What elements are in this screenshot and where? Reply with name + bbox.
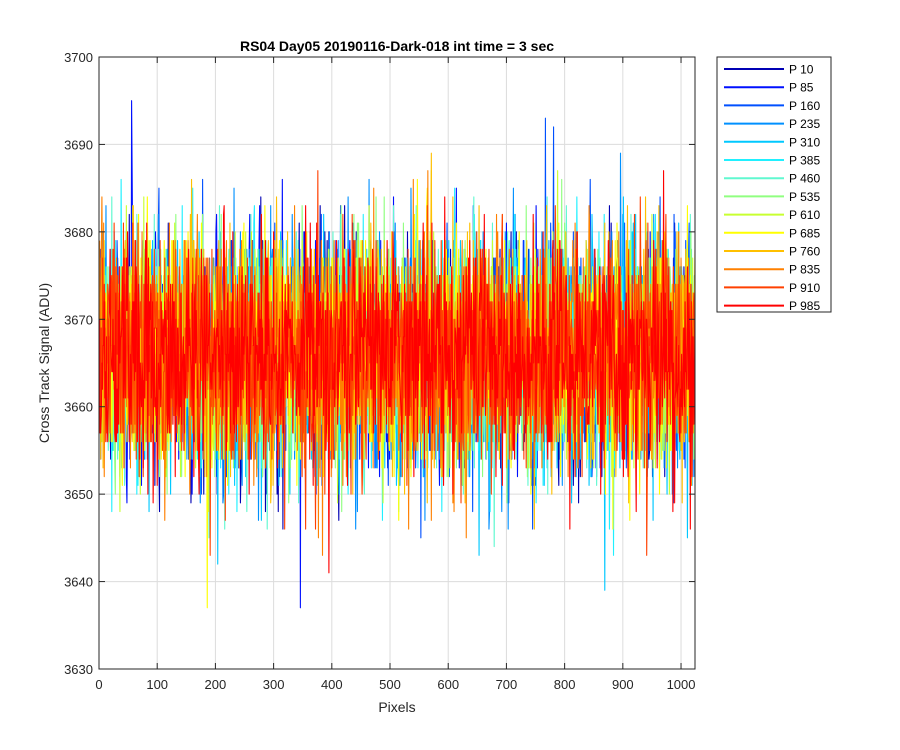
y-tick-label: 3700 — [64, 50, 93, 65]
y-tick-label: 3630 — [64, 662, 93, 677]
series-lines — [99, 100, 695, 609]
legend-label: P 760 — [789, 245, 820, 259]
y-tick-label: 3660 — [64, 400, 93, 415]
legend-label: P 985 — [789, 299, 820, 313]
x-tick-label: 200 — [205, 677, 227, 692]
x-axis-label: Pixels — [378, 699, 415, 715]
legend-label: P 310 — [789, 135, 820, 149]
x-tick-label: 400 — [321, 677, 343, 692]
x-tick-label: 100 — [146, 677, 168, 692]
y-tick-label: 3640 — [64, 575, 93, 590]
legend-label: P 910 — [789, 281, 820, 295]
legend-label: P 835 — [789, 263, 820, 277]
x-tick-label: 900 — [612, 677, 634, 692]
y-axis-label: Cross Track Signal (ADU) — [36, 283, 52, 443]
legend-label: P 10 — [789, 63, 814, 77]
axis-ticks: 0 100 200 300 400 500 600 700 800 900 1000 3630 3640… — [64, 50, 695, 692]
x-tick-label: 800 — [554, 677, 576, 692]
plot-frame — [98, 56, 696, 670]
x-tick-label: 500 — [379, 677, 401, 692]
x-tick-label: 300 — [263, 677, 285, 692]
series-line-p910 — [99, 170, 695, 556]
legend-items: P 10 P 85 P 160 P 235 P 310 P 385 P 460 P 535 P … — [724, 63, 820, 313]
legend: P 10 P 85 P 160 P 235 P 310 P 385 P 460 P 535 P … — [716, 56, 832, 313]
y-tick-label: 3650 — [64, 487, 93, 502]
legend-label: P 385 — [789, 154, 820, 168]
series-line-p985 — [99, 170, 695, 574]
y-tick-label: 3690 — [64, 137, 93, 152]
x-tick-label: 1000 — [667, 677, 696, 692]
x-tick-label: 600 — [437, 677, 459, 692]
legend-label: P 535 — [789, 190, 820, 204]
legend-label: P 85 — [789, 81, 814, 95]
y-tick-label: 3680 — [64, 225, 93, 240]
legend-label: P 160 — [789, 99, 820, 113]
legend-label: P 610 — [789, 208, 820, 222]
legend-label: P 235 — [789, 117, 820, 131]
legend-label: P 460 — [789, 172, 820, 186]
x-tick-label: 0 — [95, 677, 102, 692]
x-tick-label: 700 — [496, 677, 518, 692]
y-tick-label: 3670 — [64, 312, 93, 327]
legend-label: P 685 — [789, 226, 820, 240]
chart-title: RS04 Day05 20190116-Dark-018 int time = … — [240, 38, 554, 54]
